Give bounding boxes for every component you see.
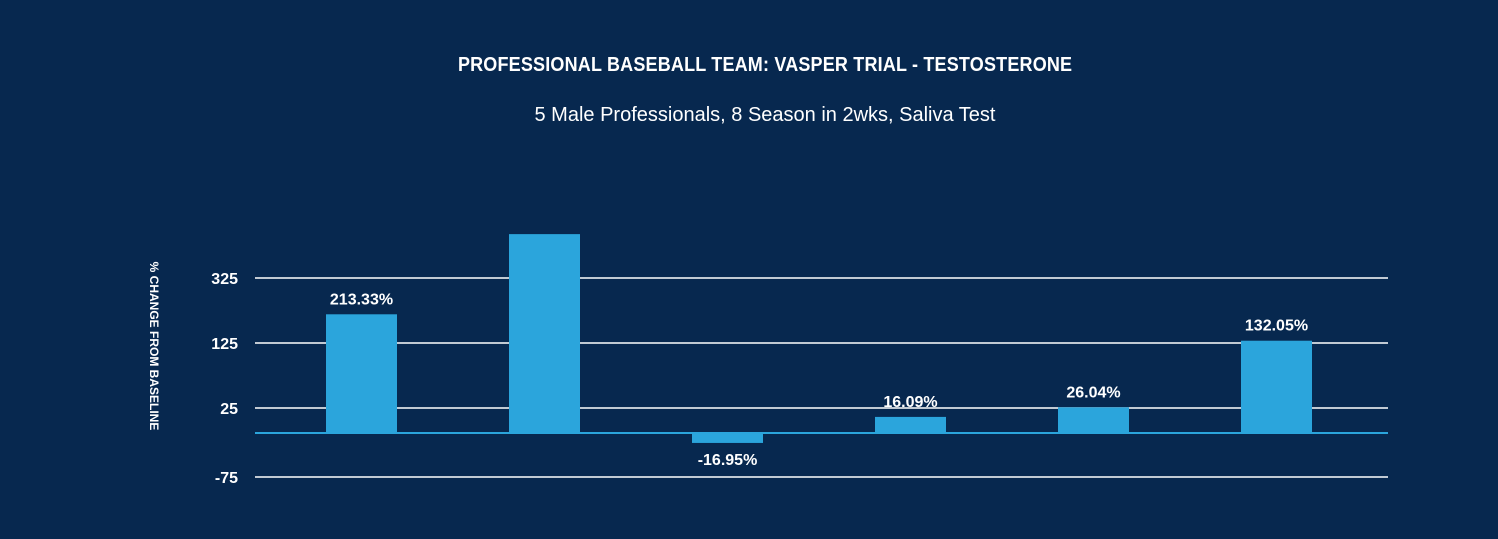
- y-tick-label: 125: [211, 336, 238, 353]
- data-label: 26.04%: [1066, 384, 1120, 401]
- y-tick-label: -75: [215, 470, 238, 487]
- bar: [326, 314, 397, 433]
- y-tick-label: 25: [220, 401, 238, 418]
- bar: [875, 416, 946, 433]
- bar: [509, 234, 580, 433]
- chart-subtitle: 5 Male Professionals, 8 Season in 2wks, …: [534, 104, 996, 126]
- data-label: -16.95%: [698, 452, 758, 469]
- data-label: 132.05%: [1245, 318, 1308, 335]
- data-label: 213.33%: [330, 291, 393, 308]
- data-label: 16.09%: [883, 394, 937, 411]
- grid-layer: 325 125 25 -75: [211, 271, 1388, 487]
- labels-layer: 213.33% -16.95% 16.09% 26.04% 132.05%: [330, 291, 1308, 469]
- chart-title: PROFESSIONAL BASEBALL TEAM: VASPER TRIAL…: [457, 54, 1073, 76]
- bar: [1058, 407, 1129, 433]
- y-tick-label: 325: [211, 271, 238, 288]
- bar: [692, 433, 763, 443]
- bars-layer: [255, 234, 1388, 443]
- bar: [1241, 340, 1312, 433]
